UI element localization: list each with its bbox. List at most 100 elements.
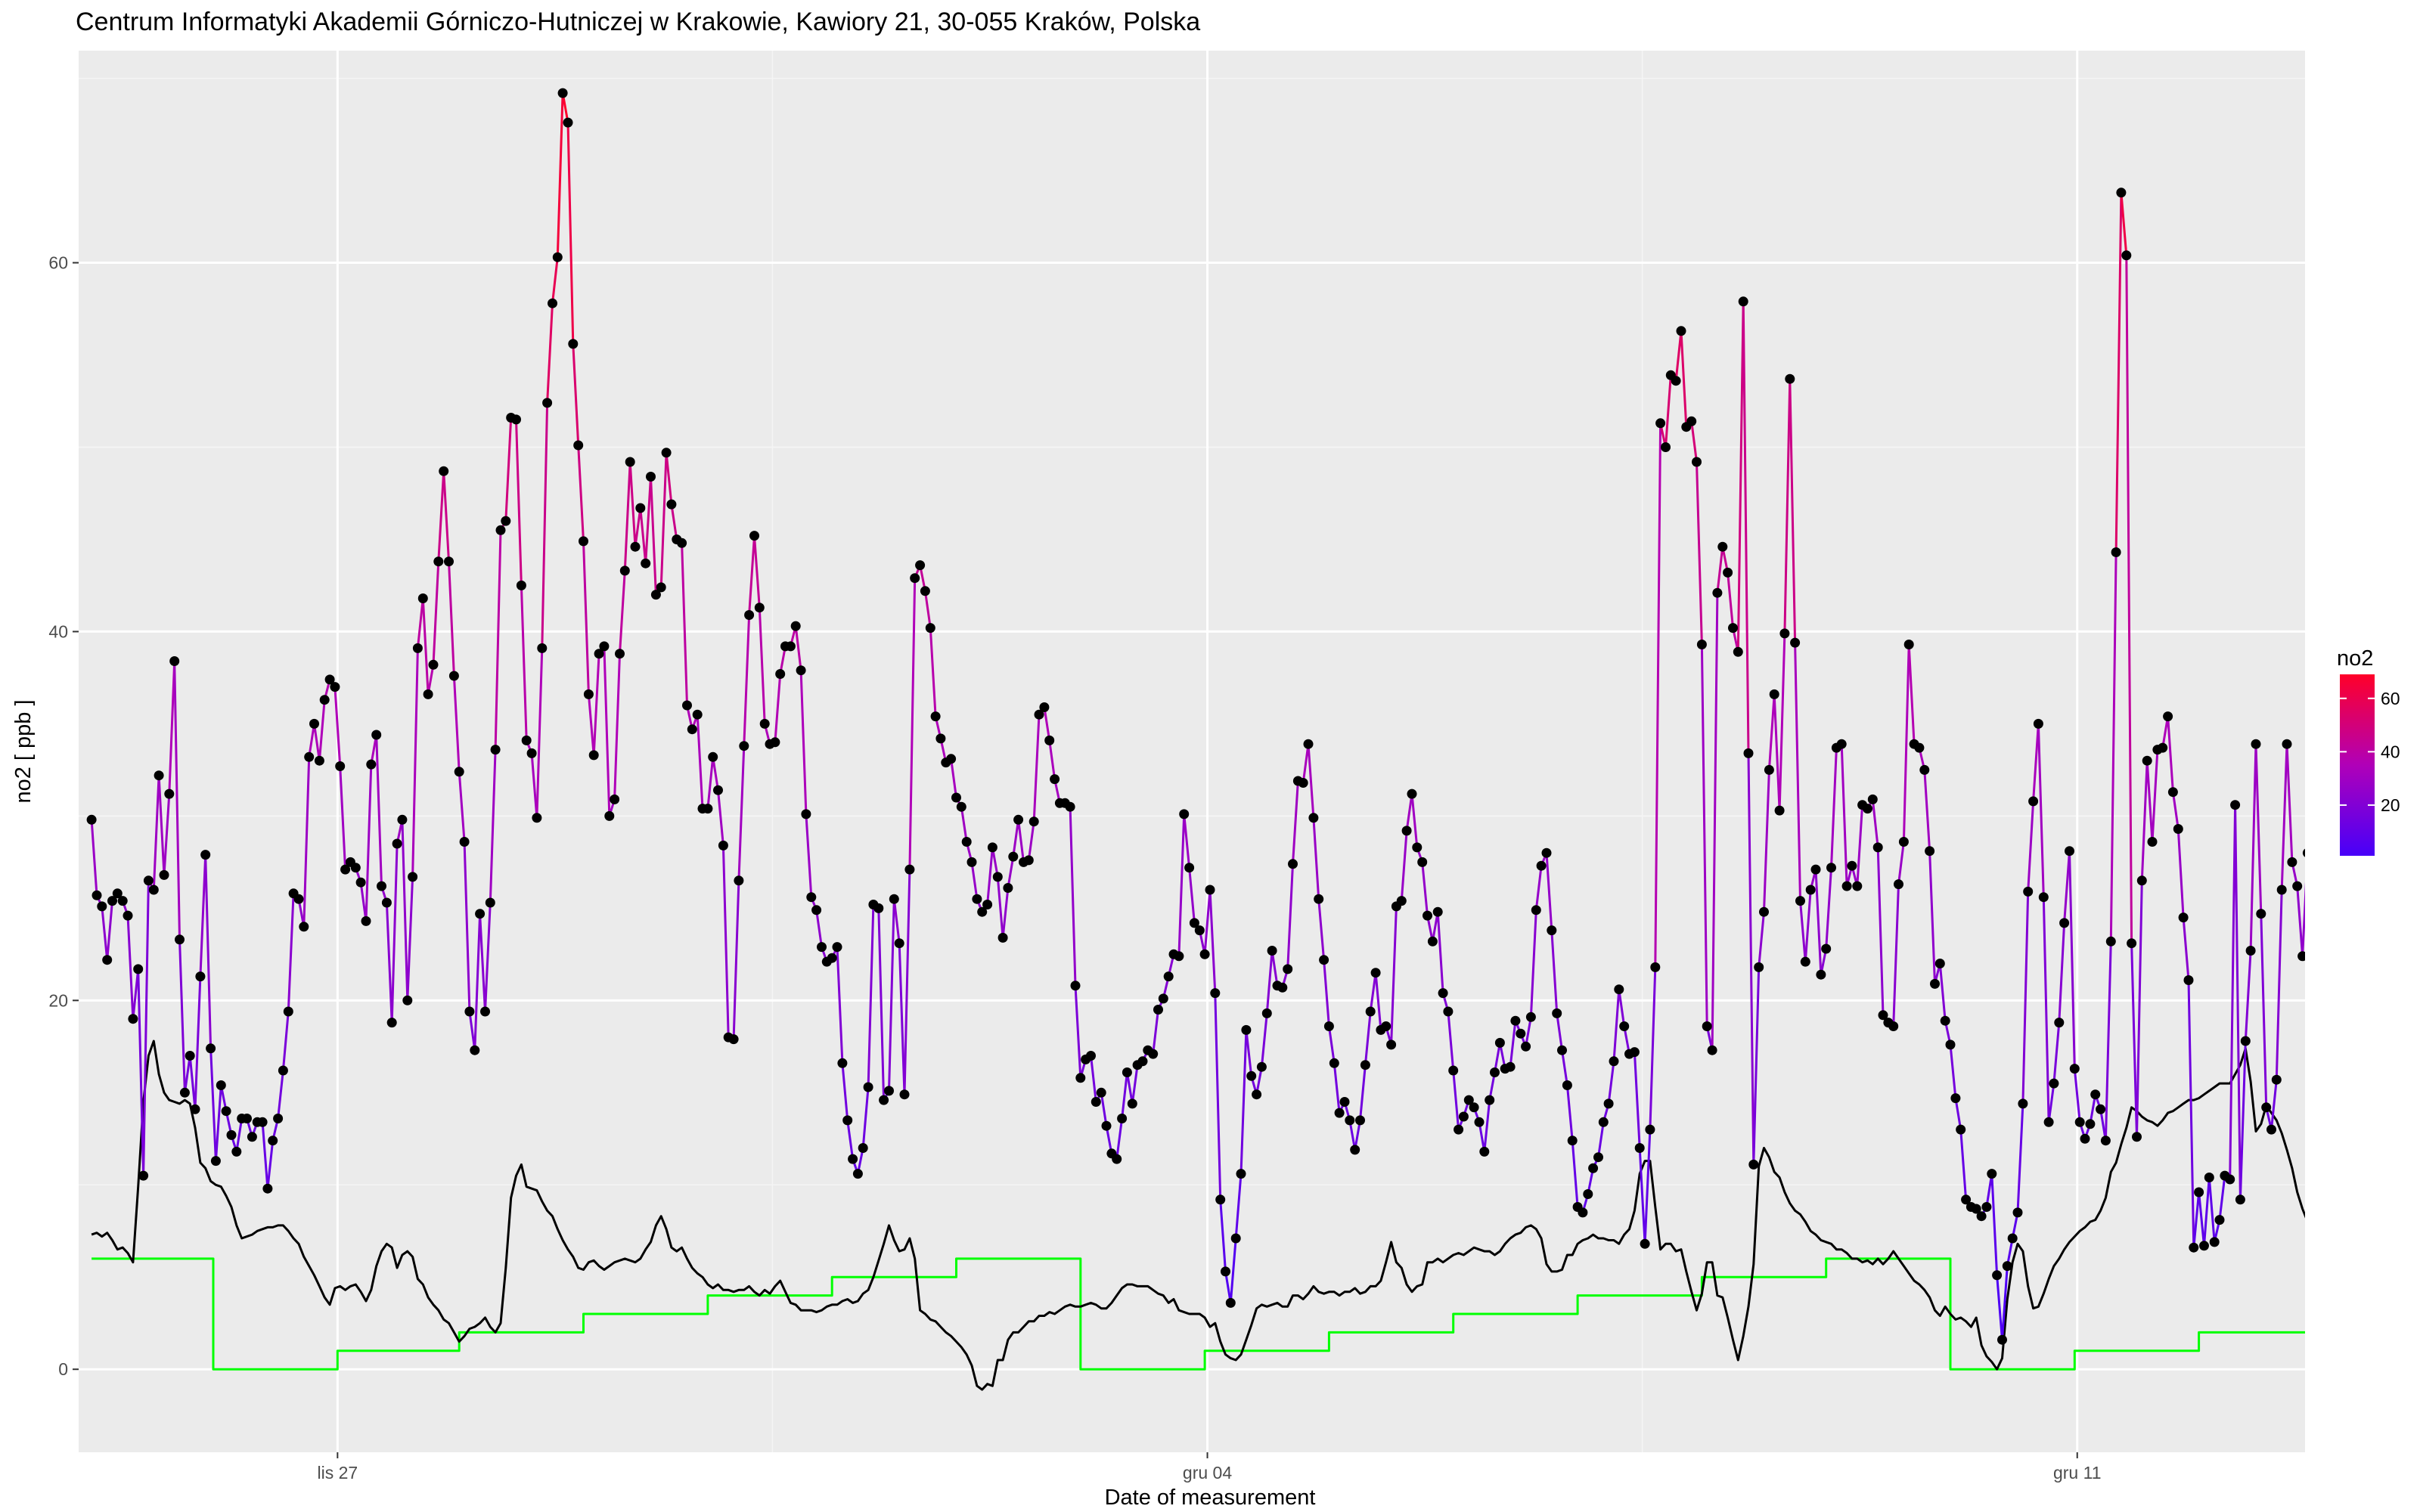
no2-point xyxy=(1153,1005,1163,1015)
no2-point xyxy=(175,934,185,945)
no2-line-segment xyxy=(1565,1084,1574,1142)
no2-line-segment xyxy=(2021,890,2030,1105)
no2-line-segment xyxy=(2234,804,2242,1201)
no2-point xyxy=(1712,587,1723,598)
no2-line-segment xyxy=(1369,971,1377,1013)
no2-line-segment xyxy=(2313,894,2318,1037)
no2-line-segment xyxy=(1292,779,1299,866)
no2-point xyxy=(2354,896,2364,906)
no2-line-segment xyxy=(2140,759,2149,882)
no2-point xyxy=(2163,711,2173,722)
no2-line-segment xyxy=(1260,1012,1268,1068)
no2-point xyxy=(1992,1270,2003,1281)
no2-point xyxy=(1510,1015,1521,1026)
no2-line-segment xyxy=(1069,805,1077,987)
no2-line-segment xyxy=(2058,922,2066,1024)
y-tick-label: 20 xyxy=(48,990,68,1010)
no2-point xyxy=(335,761,346,771)
no2-point xyxy=(972,894,982,904)
no2-line-segment xyxy=(1312,816,1320,900)
no2-point xyxy=(2225,1174,2235,1185)
no2-point xyxy=(221,1106,231,1117)
no2-point xyxy=(1588,1163,1599,1173)
no2-line-segment xyxy=(2109,551,2118,943)
no2-point xyxy=(930,711,941,722)
no2-point xyxy=(1748,1159,1759,1170)
no2-line-segment xyxy=(2260,912,2268,1109)
no2-point xyxy=(935,733,946,744)
no2-line-segment xyxy=(427,663,435,696)
no2-line-segment xyxy=(1897,841,1905,886)
no2-line-segment xyxy=(530,751,538,820)
no2-point xyxy=(1547,925,1557,936)
no2-point xyxy=(107,896,117,906)
no2-point xyxy=(2261,1102,2272,1113)
no2-line-segment xyxy=(183,1055,191,1094)
no2-point xyxy=(1246,1070,1257,1081)
no2-point xyxy=(371,730,382,740)
no2-line-segment xyxy=(313,722,321,762)
no2-line-segment xyxy=(2344,1065,2349,1078)
no2-point xyxy=(1805,885,1816,895)
no2-point xyxy=(2018,1098,2028,1109)
no2-line-segment xyxy=(1778,632,1786,812)
no2-line-segment xyxy=(204,854,213,1050)
no2-point xyxy=(1981,1202,1992,1212)
no2-line-segment xyxy=(1892,883,1900,1027)
no2-line-segment xyxy=(106,900,113,962)
no2-line-segment xyxy=(1188,866,1196,925)
no2-point xyxy=(1671,376,1681,386)
no2-point xyxy=(1454,1124,1464,1135)
no2-point xyxy=(2302,848,2305,857)
no2-line-segment xyxy=(1649,965,1657,1131)
no2-line-segment xyxy=(1923,768,1931,853)
no2-line-segment xyxy=(2151,748,2159,843)
no2-point xyxy=(863,1082,873,1092)
no2-point xyxy=(1852,881,1863,891)
no2-point xyxy=(759,718,770,729)
no2-line-segment xyxy=(2114,191,2123,553)
no2-point xyxy=(1785,373,1795,384)
no2-point xyxy=(2323,1027,2333,1036)
no2-point xyxy=(1360,1060,1370,1070)
no2-point xyxy=(2235,1194,2245,1205)
no2-line-segment xyxy=(390,842,399,1024)
no2-point xyxy=(2386,1018,2396,1027)
no2-point xyxy=(1314,894,1324,904)
no2-line-segment xyxy=(1478,1120,1486,1153)
no2-point xyxy=(2167,787,2178,798)
no2-line-segment xyxy=(1747,751,1755,1166)
no2-point xyxy=(268,1136,278,1146)
no2-line-segment xyxy=(836,946,844,1064)
no2-line-segment xyxy=(2037,722,2045,899)
no2-point xyxy=(1567,1136,1578,1146)
no2-point xyxy=(987,842,997,853)
no2-line-segment xyxy=(2089,1093,2097,1126)
no2-point xyxy=(1816,969,1826,980)
no2-line-segment xyxy=(1483,1098,1491,1153)
no2-line-segment xyxy=(721,844,730,1039)
no2-point xyxy=(594,649,604,659)
no2-point xyxy=(1872,842,1883,853)
no2-line-segment xyxy=(1012,818,1020,858)
y-axis-title: no2 [ ppb ] xyxy=(11,699,36,803)
no2-point xyxy=(557,88,568,98)
no2-line-segment xyxy=(712,755,719,792)
no2-point xyxy=(1443,1006,1454,1017)
no2-point xyxy=(1329,1058,1339,1068)
no2-point xyxy=(1795,896,1805,906)
no2-line-segment xyxy=(2370,507,2375,603)
no2-line-segment xyxy=(556,91,564,259)
no2-point xyxy=(1323,1021,1334,1031)
no2-point xyxy=(1976,1211,1987,1222)
no2-point xyxy=(1485,1095,1495,1105)
no2-line-segment xyxy=(960,805,968,843)
no2-point xyxy=(1557,1045,1567,1055)
no2-point xyxy=(304,751,315,762)
no2-point xyxy=(1423,910,1432,921)
no2-point xyxy=(1661,442,1671,452)
no2-line-segment xyxy=(561,91,569,124)
x-axis-title: Date of measurement xyxy=(1105,1486,1316,1510)
legend-tick-label: 20 xyxy=(2381,795,2400,815)
no2-line-segment xyxy=(1938,962,1947,1022)
